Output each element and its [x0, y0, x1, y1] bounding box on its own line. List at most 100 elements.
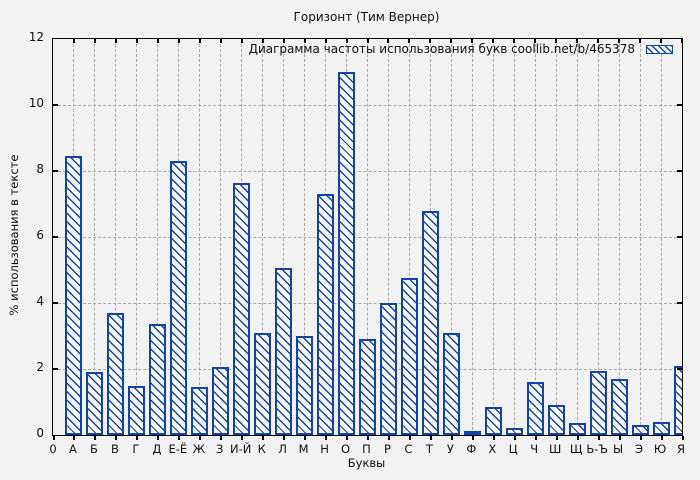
bar-К: [254, 332, 272, 435]
v-gridline: [387, 39, 389, 435]
plot-area: Диаграмма частоты использования букв coo…: [52, 38, 683, 436]
top-tick: [597, 39, 600, 43]
v-gridline: [471, 39, 473, 435]
x-tick-label: Ь-Ъ: [586, 442, 608, 456]
bottom-tick: [618, 436, 621, 440]
v-gridline: [513, 39, 515, 435]
x-tick-label: Р: [383, 442, 391, 456]
v-gridline: [639, 39, 641, 435]
legend-label: Диаграмма частоты использования букв coo…: [248, 42, 635, 56]
bar-В: [107, 312, 125, 435]
bottom-tick: [73, 436, 76, 440]
bottom-tick: [199, 436, 202, 440]
x-tick-label: Ц: [508, 442, 518, 456]
x-tick-label: Ы: [613, 442, 624, 456]
x-tick-label: Ш: [549, 442, 562, 456]
top-tick: [240, 39, 243, 43]
x-tick-label: Ж: [192, 442, 205, 456]
x-tick-label: К: [257, 442, 266, 456]
bottom-tick: [681, 436, 684, 440]
bottom-tick: [576, 436, 579, 440]
v-gridline: [199, 39, 201, 435]
legend: Диаграмма частоты использования букв coo…: [249, 42, 673, 56]
x-tick-label: М: [298, 442, 309, 456]
left-tick: [53, 368, 58, 370]
top-tick: [576, 39, 579, 43]
top-tick: [156, 39, 159, 43]
bottom-tick: [157, 436, 160, 440]
v-gridline: [408, 39, 410, 435]
x-tick-label: 0: [49, 442, 57, 456]
bottom-tick: [492, 436, 495, 440]
top-tick: [93, 39, 96, 43]
right-tick: [677, 104, 682, 106]
y-tick-label: 2: [36, 360, 44, 374]
x-tick-label: З: [216, 442, 224, 456]
v-gridline: [534, 39, 536, 435]
top-tick: [555, 39, 558, 43]
bottom-tick: [52, 436, 55, 440]
y-tick-label: 10: [28, 96, 44, 110]
v-gridline: [157, 39, 159, 435]
left-tick: [53, 302, 58, 304]
x-tick-label: А: [69, 442, 77, 456]
bar-Ь-Ъ: [589, 370, 607, 435]
top-tick: [219, 39, 222, 43]
right-tick: [677, 170, 682, 172]
bar-С: [400, 278, 418, 435]
bottom-tick: [304, 436, 307, 440]
top-tick: [114, 39, 117, 43]
bottom-tick: [136, 436, 139, 440]
y-tick-label: 6: [36, 228, 44, 242]
bottom-tick: [115, 436, 118, 440]
y-tick-label: 4: [36, 294, 44, 308]
x-tick-label: Э: [635, 442, 644, 456]
bottom-tick: [367, 436, 369, 440]
bar-А: [65, 156, 83, 435]
top-tick: [534, 39, 537, 43]
x-tick-label: В: [110, 442, 119, 456]
left-tick: [53, 236, 58, 238]
chart-title: Горизонт (Тим Вернер): [293, 10, 440, 24]
right-tick: [677, 368, 682, 370]
bar-Т: [421, 210, 439, 435]
bar-Я: [673, 365, 682, 435]
bar-Ю: [652, 421, 670, 435]
bottom-tick: [597, 436, 600, 440]
bottom-tick: [241, 436, 244, 440]
x-tick-label: Л: [278, 442, 287, 456]
top-tick: [261, 39, 264, 43]
bar-Х: [484, 406, 502, 435]
bar-З: [212, 367, 230, 435]
bottom-tick: [471, 436, 474, 440]
bar-Ц: [505, 428, 523, 435]
v-gridline: [492, 39, 494, 435]
bottom-tick: [220, 436, 223, 440]
v-gridline: [618, 39, 620, 435]
v-gridline: [450, 39, 452, 435]
top-tick: [366, 39, 369, 43]
top-tick: [303, 39, 306, 43]
v-gridline: [660, 39, 662, 435]
x-tick-label: Г: [132, 442, 140, 456]
x-tick-label: У: [446, 442, 454, 456]
x-tick-label: Д: [152, 442, 162, 456]
bottom-tick: [429, 436, 432, 440]
x-axis-title: Буквы: [347, 456, 386, 470]
x-tick-label: Щ: [569, 442, 583, 456]
bar-Ж: [191, 387, 209, 435]
v-gridline: [220, 39, 222, 435]
x-tick-label: Б: [89, 442, 98, 456]
v-gridline: [367, 39, 368, 435]
x-tick-label: П: [362, 442, 371, 456]
v-gridline: [262, 39, 264, 435]
x-tick-label: Ю: [653, 442, 667, 456]
bottom-tick: [94, 436, 97, 440]
top-tick: [681, 39, 682, 43]
bottom-tick: [534, 436, 537, 440]
v-gridline: [94, 39, 96, 435]
top-tick: [492, 39, 495, 43]
top-tick: [408, 39, 411, 43]
left-tick: [53, 170, 58, 172]
bottom-tick: [450, 436, 453, 440]
